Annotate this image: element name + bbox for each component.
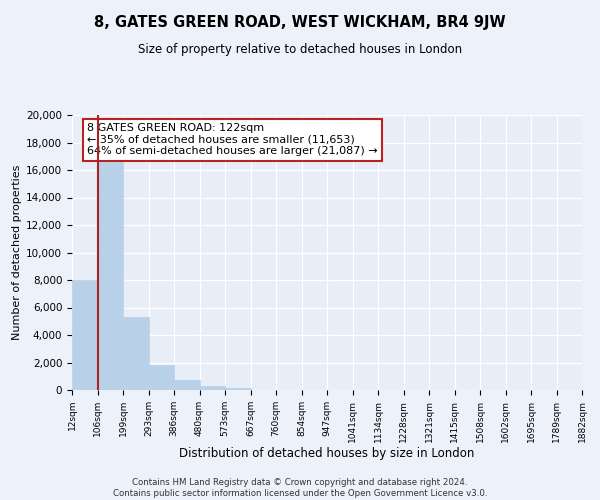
Text: 8, GATES GREEN ROAD, WEST WICKHAM, BR4 9JW: 8, GATES GREEN ROAD, WEST WICKHAM, BR4 9…: [94, 15, 506, 30]
Text: Size of property relative to detached houses in London: Size of property relative to detached ho…: [138, 42, 462, 56]
Bar: [174, 380, 199, 390]
Bar: [123, 317, 149, 390]
Bar: [149, 365, 174, 390]
Bar: [72, 280, 97, 390]
Text: Contains HM Land Registry data © Crown copyright and database right 2024.
Contai: Contains HM Land Registry data © Crown c…: [113, 478, 487, 498]
Bar: [225, 388, 251, 390]
Bar: [97, 162, 123, 390]
Bar: [199, 386, 225, 390]
Text: 8 GATES GREEN ROAD: 122sqm
← 35% of detached houses are smaller (11,653)
64% of : 8 GATES GREEN ROAD: 122sqm ← 35% of deta…: [88, 123, 378, 156]
Y-axis label: Number of detached properties: Number of detached properties: [12, 165, 22, 340]
X-axis label: Distribution of detached houses by size in London: Distribution of detached houses by size …: [179, 448, 475, 460]
